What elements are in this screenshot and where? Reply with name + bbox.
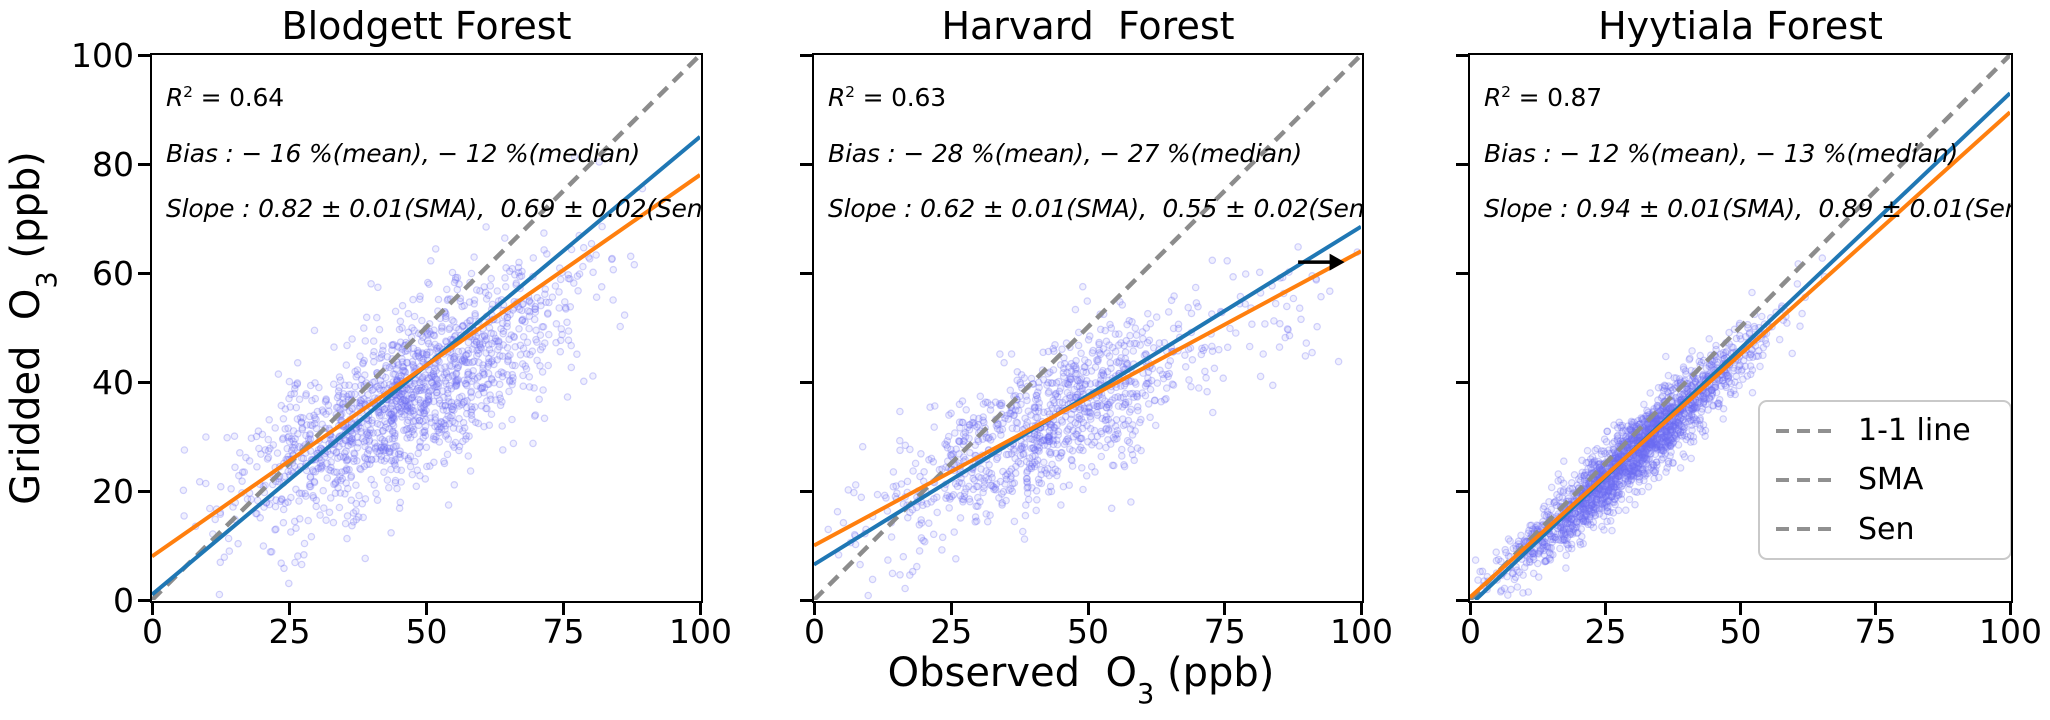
- dashed-line-swatch-icon: [1776, 477, 1838, 482]
- y-tick-label: 20: [92, 471, 134, 511]
- y-tick-mark: [138, 163, 150, 166]
- y-tick-mark: [138, 272, 150, 275]
- y-tick-mark: [800, 163, 812, 166]
- x-tick-label: 100: [669, 612, 732, 651]
- x-tick-label: 0: [1460, 612, 1481, 651]
- legend-label: Sen: [1858, 511, 1915, 547]
- x-tick-label: 50: [405, 612, 448, 651]
- x-tick-label: 75: [542, 612, 585, 651]
- sma-regression-line: [814, 224, 1361, 567]
- panel-harvard-forest: R2 = 0.63 Bias : − 28 %(mean), − 27 %(me…: [812, 53, 1364, 603]
- y-tick-label: 100: [71, 35, 134, 75]
- x-tick-mark: [949, 603, 953, 615]
- x-tick-mark: [1360, 603, 1363, 615]
- x-tick-mark: [151, 603, 154, 615]
- y-tick-mark: [800, 54, 812, 57]
- scatter-plot-harvard: [814, 55, 1361, 600]
- x-tick-label: 50: [1067, 612, 1109, 651]
- dashed-line-swatch-icon: [1776, 527, 1838, 532]
- y-tick-mark: [800, 599, 812, 602]
- x-axis-label-units: (ppb): [1154, 650, 1275, 696]
- x-tick-mark: [1469, 603, 1472, 615]
- scatter-plot-hyytiala: [1470, 55, 2010, 600]
- sma-regression-line: [1474, 91, 2010, 600]
- x-tick-label: 25: [930, 612, 973, 651]
- one-to-one-line: [1470, 55, 2010, 600]
- y-tick-label: 0: [113, 580, 134, 620]
- panel-title-blodgett: Blodgett Forest: [281, 4, 572, 48]
- y-tick-mark: [800, 490, 812, 493]
- y-tick-mark: [1456, 163, 1468, 166]
- y-tick-label: 40: [92, 362, 134, 402]
- one-to-one-line: [152, 55, 700, 600]
- y-tick-mark: [138, 599, 150, 602]
- bias-annotation: Bias : − 28 %(mean), − 27 %(median): [828, 139, 1303, 168]
- panel-title-hyytiala: Hyytiala Forest: [1598, 4, 1883, 48]
- y-tick-mark: [1456, 381, 1468, 384]
- x-tick-mark: [813, 603, 816, 615]
- x-tick-mark: [1739, 603, 1742, 615]
- scatter-plot-blodgett: [152, 55, 700, 600]
- x-tick-mark: [1223, 603, 1227, 615]
- x-tick-mark: [1604, 603, 1607, 615]
- legend: 1-1 line SMA Sen: [1758, 400, 2011, 560]
- x-tick-mark: [425, 603, 428, 615]
- panel-title-harvard: Harvard Forest: [941, 4, 1235, 48]
- x-tick-mark: [1874, 603, 1877, 615]
- x-tick-mark: [1086, 603, 1090, 615]
- one-to-one-line: [814, 55, 1361, 600]
- y-tick-label: 80: [92, 144, 134, 184]
- x-tick-label: 0: [142, 612, 163, 651]
- y-tick-label: 60: [92, 253, 134, 293]
- x-tick-mark: [699, 603, 702, 615]
- r2-annotation: R2 = 0.63: [828, 83, 946, 112]
- x-tick-label: 100: [1330, 612, 1393, 651]
- y-tick-mark: [138, 490, 150, 493]
- y-tick-mark: [138, 54, 150, 57]
- r2-annotation: R2 = 0.87: [1484, 83, 1602, 112]
- legend-label: SMA: [1858, 462, 1924, 498]
- bias-annotation: Bias : − 12 %(mean), − 13 %(median): [1484, 139, 1959, 168]
- x-tick-mark: [288, 603, 291, 615]
- panel-hyytiala-forest: R2 = 0.87 Bias : − 12 %(mean), − 13 %(me…: [1468, 53, 2013, 603]
- legend-item-sen: Sen: [1776, 512, 2010, 547]
- legend-label: 1-1 line: [1858, 413, 1971, 449]
- x-tick-mark: [2009, 603, 2012, 615]
- legend-item-sma: SMA: [1776, 462, 2010, 497]
- x-axis-label-text: Observed O: [887, 650, 1137, 696]
- sen-regression-line: [1470, 110, 2010, 599]
- x-tick-label: 75: [1854, 612, 1897, 651]
- y-tick-mark: [1456, 490, 1468, 493]
- legend-item-1-1-line: 1-1 line: [1776, 413, 2010, 448]
- x-tick-label: 50: [1719, 612, 1762, 651]
- slope-annotation: Slope : 0.62 ± 0.01(SMA), 0.55 ± 0.02(Se…: [828, 194, 1364, 223]
- panel-blodgett-forest: R2 = 0.64 Bias : − 16 %(mean), − 12 %(me…: [150, 53, 703, 603]
- x-tick-label: 25: [268, 612, 311, 651]
- slope-annotation: Slope : 0.82 ± 0.01(SMA), 0.69 ± 0.02(Se…: [166, 194, 703, 223]
- r2-annotation: R2 = 0.64: [166, 83, 284, 112]
- x-tick-label: 25: [1584, 612, 1627, 651]
- y-tick-mark: [1456, 272, 1468, 275]
- y-tick-mark: [1456, 54, 1468, 57]
- x-axis-label-subscript: 3: [1136, 678, 1155, 710]
- y-tick-mark: [800, 381, 812, 384]
- y-tick-mark: [800, 272, 812, 275]
- x-tick-mark: [562, 603, 565, 615]
- x-axis-label: Observed O3 (ppb): [781, 650, 1381, 710]
- sen-regression-line: [814, 249, 1361, 548]
- dashed-line-swatch-icon: [1776, 428, 1838, 433]
- y-axis-label: Gridded O3 (ppb): [1, 8, 63, 648]
- offscale-arrow-head-icon: [1329, 253, 1345, 271]
- bias-annotation: Bias : − 16 %(mean), − 12 %(median): [166, 139, 641, 168]
- y-tick-mark: [138, 381, 150, 384]
- sen-regression-line: [152, 173, 700, 559]
- x-tick-label: 75: [1203, 612, 1246, 651]
- y-tick-mark: [1456, 599, 1468, 602]
- scatter-points: [824, 243, 1361, 600]
- slope-annotation: Slope : 0.94 ± 0.01(SMA), 0.89 ± 0.01(Se…: [1484, 194, 2013, 223]
- x-tick-label: 0: [804, 612, 825, 651]
- x-tick-label: 100: [1979, 612, 2042, 651]
